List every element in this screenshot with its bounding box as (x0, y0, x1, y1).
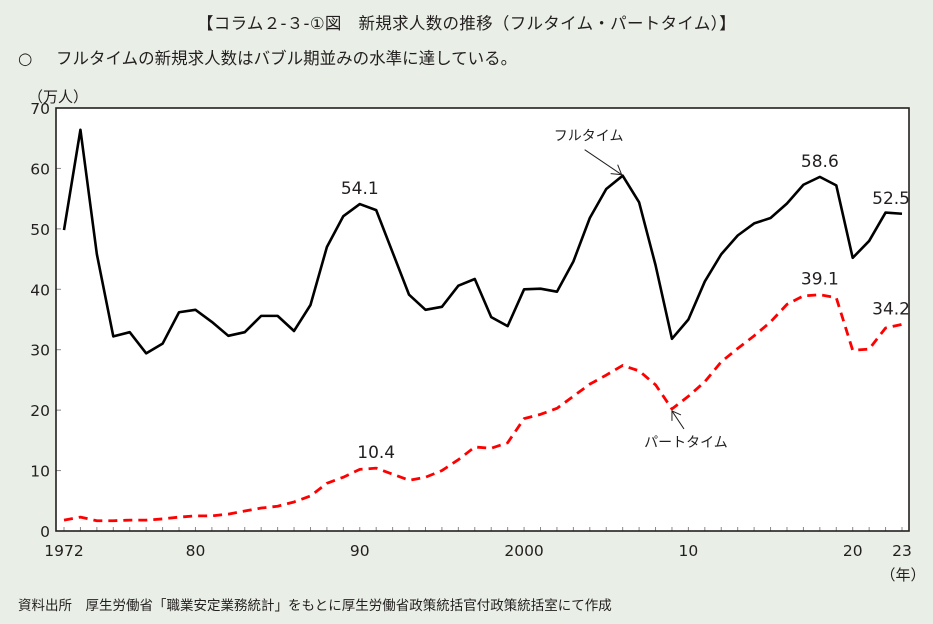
arrow-head-icon (610, 164, 623, 176)
y-tick-label: 60 (30, 160, 50, 178)
bullet-circle-icon: ○ (18, 49, 33, 68)
source-note: 資料出所 厚生労働省「職業安定業務統計」をもとに厚生労働省政策統括官付政策統括室… (18, 598, 612, 614)
figure-subtitle: ○ フルタイムの新規求人数はバブル期並みの水準に達している。 (18, 45, 517, 69)
y-tick-label: 50 (30, 221, 50, 239)
figure-title: 【コラム２-３-①図 新規求人数の推移（フルタイム・パートタイム）】 (197, 14, 736, 33)
x-tick-label: 2000 (504, 542, 543, 560)
x-axis-unit-label: （年） (880, 566, 925, 584)
y-tick-label: 40 (30, 281, 50, 299)
x-tick-label: 10 (679, 542, 699, 560)
series-label-parttime: パートタイム (644, 435, 728, 451)
data-label: 39.1 (801, 270, 839, 290)
subtitle-text: フルタイムの新規求人数はバブル期並みの水準に達している。 (56, 49, 518, 68)
y-axis-unit-label: （万人） (28, 88, 89, 106)
series-group (62, 128, 903, 523)
x-tick-label: 1972 (44, 542, 83, 560)
plot-frame (55, 107, 910, 532)
y-tick-label: 10 (30, 463, 50, 481)
data-label: 10.4 (357, 443, 395, 463)
x-tick-label: 90 (350, 542, 370, 560)
arrow-line (671, 410, 685, 430)
y-tick-label: 70 (30, 100, 50, 118)
y-tick-label: 20 (30, 402, 50, 420)
x-axis: 1972 80 90 2000 10 20 23 （年） (44, 527, 926, 584)
y-axis: 0 10 20 30 40 50 60 70 (30, 100, 61, 541)
plot-area (56, 108, 909, 531)
x-tick-label: 20 (843, 542, 863, 560)
arrow-head-icon (671, 410, 682, 421)
data-label: 34.2 (872, 299, 910, 319)
data-label: 54.1 (341, 179, 379, 199)
y-tick-label: 0 (40, 523, 50, 541)
series-label-fulltime: フルタイム (554, 129, 624, 145)
x-tick-label: 23 (892, 542, 912, 560)
fulltime-line (62, 128, 903, 355)
parttime-line (63, 293, 903, 523)
data-label: 52.5 (872, 189, 910, 209)
arrow-line (584, 149, 622, 176)
data-label: 58.6 (801, 152, 839, 172)
y-tick-label: 30 (30, 342, 50, 360)
x-tick-label: 80 (186, 542, 206, 560)
